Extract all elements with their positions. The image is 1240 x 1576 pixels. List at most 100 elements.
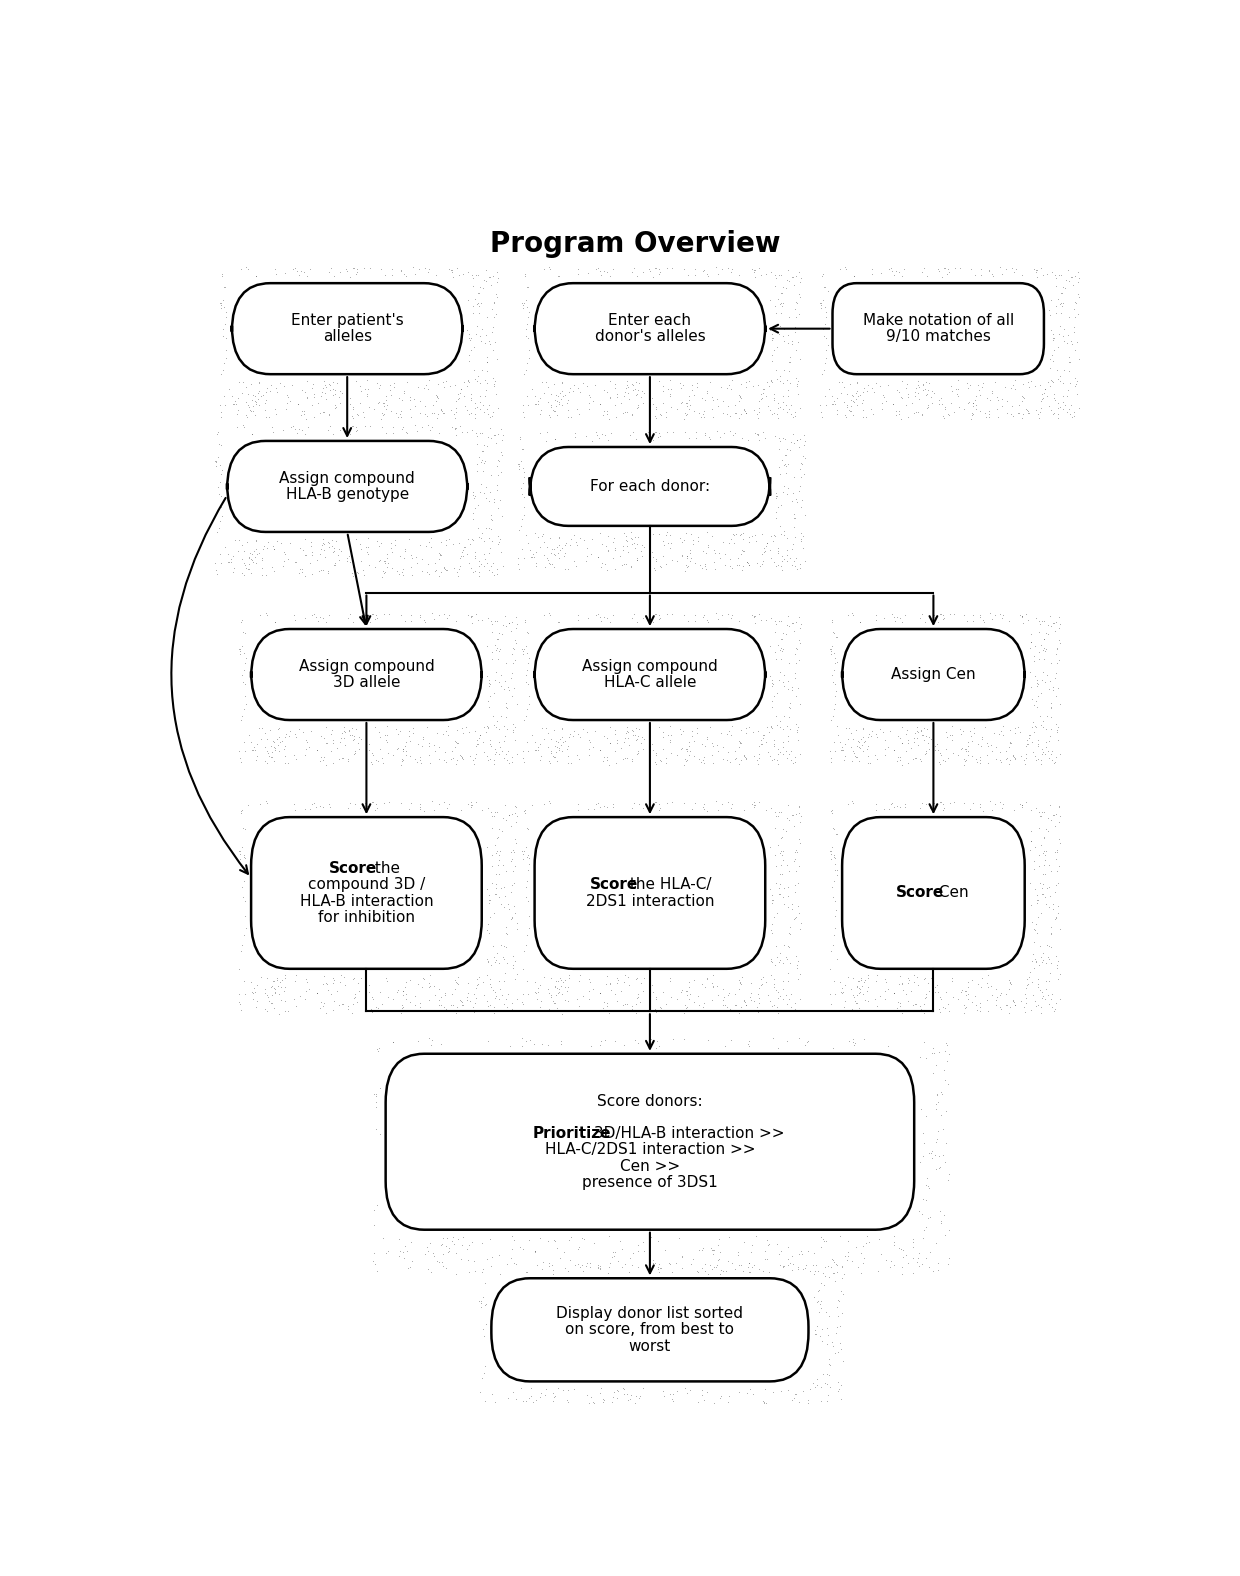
Point xyxy=(671,525,691,550)
Point xyxy=(1035,742,1055,768)
Point xyxy=(476,1311,496,1336)
Point xyxy=(847,378,867,403)
Point xyxy=(821,708,841,733)
Point xyxy=(501,665,521,690)
Point xyxy=(656,745,676,771)
Point xyxy=(954,396,973,421)
Point xyxy=(418,377,438,402)
Point xyxy=(441,257,461,282)
Point xyxy=(453,720,472,745)
Point xyxy=(846,1234,866,1259)
Point xyxy=(981,974,1001,999)
Point xyxy=(936,1130,956,1155)
Point xyxy=(340,422,360,448)
Point xyxy=(558,999,578,1024)
Point xyxy=(790,605,810,630)
Point xyxy=(484,933,503,958)
Point xyxy=(363,1248,383,1273)
Point xyxy=(233,619,253,645)
Point xyxy=(1060,370,1080,396)
Point xyxy=(775,358,795,383)
Point xyxy=(854,375,874,400)
Point xyxy=(780,695,800,720)
Point xyxy=(790,258,810,284)
Point xyxy=(713,530,733,555)
Point xyxy=(340,723,360,749)
Point xyxy=(813,323,833,348)
Point xyxy=(749,790,769,815)
Point xyxy=(745,604,765,629)
Point xyxy=(459,1248,479,1273)
Point xyxy=(492,553,512,578)
Point xyxy=(502,1237,522,1262)
Point xyxy=(786,955,806,980)
Point xyxy=(729,728,749,753)
Point xyxy=(513,1399,533,1425)
Point xyxy=(453,419,472,444)
Point xyxy=(210,470,229,495)
Point xyxy=(1012,744,1032,769)
Point xyxy=(296,385,316,410)
Point xyxy=(593,1411,613,1436)
Point xyxy=(358,394,378,419)
Point xyxy=(474,392,494,418)
Point xyxy=(559,533,579,558)
Point xyxy=(996,993,1016,1018)
Point xyxy=(846,744,866,769)
Point xyxy=(215,274,234,299)
Point xyxy=(893,610,913,635)
Point xyxy=(372,257,392,282)
Point xyxy=(1032,950,1052,976)
Point xyxy=(448,559,467,585)
Point xyxy=(458,542,477,567)
Point xyxy=(650,257,670,282)
Point xyxy=(635,1251,655,1277)
Point xyxy=(889,258,909,284)
Point xyxy=(704,537,724,563)
Point xyxy=(761,796,781,821)
Point xyxy=(904,963,924,988)
Point xyxy=(257,791,277,816)
Point xyxy=(640,258,660,284)
Point xyxy=(558,979,578,1004)
Point xyxy=(605,982,625,1007)
Point xyxy=(277,381,296,407)
Point xyxy=(231,938,250,963)
Point xyxy=(1024,848,1044,873)
Point xyxy=(645,555,665,580)
Point xyxy=(551,1245,570,1270)
Point xyxy=(408,731,428,756)
Point xyxy=(410,791,430,816)
Point xyxy=(795,446,815,471)
Point xyxy=(826,1321,846,1346)
Point xyxy=(966,747,986,772)
Point xyxy=(329,542,348,567)
Point xyxy=(529,1393,549,1418)
Point xyxy=(708,1247,728,1272)
Point xyxy=(698,426,718,451)
Point xyxy=(831,257,851,282)
Point xyxy=(484,290,503,315)
Point xyxy=(928,257,947,282)
Point xyxy=(635,381,655,407)
Point xyxy=(308,980,327,1005)
Point xyxy=(517,274,537,299)
Point xyxy=(792,1256,812,1281)
Point xyxy=(742,602,761,627)
Point xyxy=(255,720,275,745)
Point xyxy=(940,1162,960,1187)
Point xyxy=(300,550,320,575)
Point xyxy=(1044,326,1064,351)
Point xyxy=(216,337,236,362)
Point xyxy=(410,794,430,820)
Point xyxy=(489,449,508,474)
Point xyxy=(939,260,959,285)
Point xyxy=(516,703,536,728)
Point xyxy=(754,377,774,402)
Point xyxy=(1055,276,1075,301)
Point xyxy=(644,263,663,288)
Point xyxy=(776,982,796,1007)
Point xyxy=(489,646,508,671)
Point xyxy=(755,1247,775,1272)
Point xyxy=(453,544,472,569)
